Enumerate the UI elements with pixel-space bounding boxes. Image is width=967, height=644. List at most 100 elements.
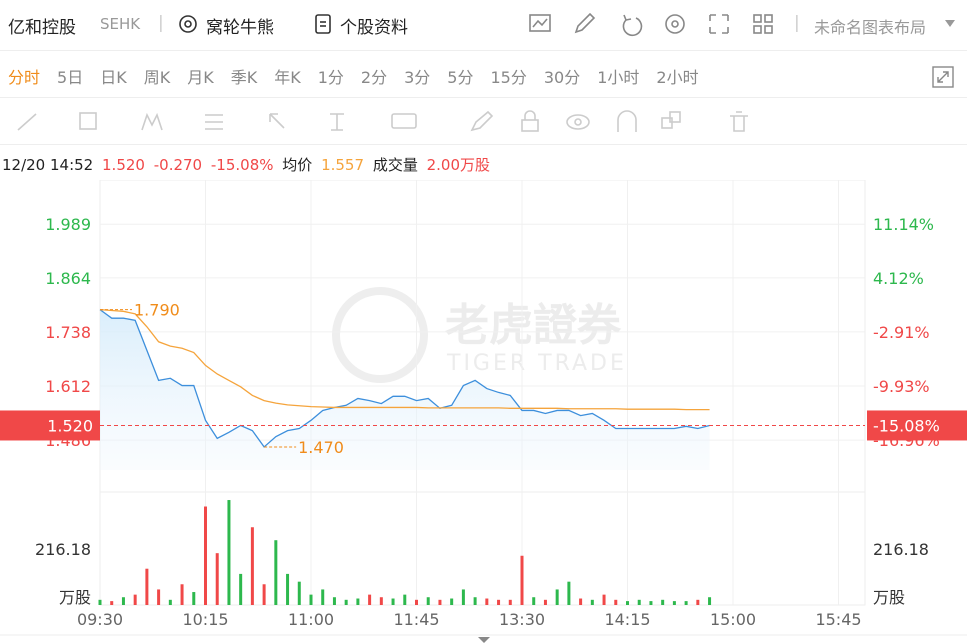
period-tabs: 分时 5日 日K 周K 月K 季K 年K 1分 2分 3分 5分 15分 30分 1小时 2小时 [0, 54, 967, 98]
x-tick-label: 13:30 [499, 610, 545, 629]
period-tab[interactable]: 5日 [57, 67, 84, 87]
volume-bar [309, 594, 313, 605]
volume-bar [473, 597, 477, 605]
volume-bar [590, 599, 594, 605]
volume-bar [391, 598, 395, 605]
volume-bar [579, 598, 583, 605]
stock-name: 亿和控股 [8, 18, 76, 38]
period-tab[interactable]: 30分 [543, 67, 581, 87]
layout-name[interactable]: 未命名图表布局 [814, 18, 927, 37]
volume-bar [121, 597, 125, 605]
expand-icon[interactable] [932, 66, 954, 88]
period-tab[interactable]: 3分 [404, 67, 431, 87]
volume-bar [661, 599, 665, 605]
volume-bar [204, 506, 207, 605]
last-pct-label: -15.08% [873, 416, 940, 435]
x-tick-label: 14:15 [604, 610, 650, 629]
quote-change-pct: -15.08% [210, 156, 274, 174]
volume-bar [684, 601, 688, 605]
tool-icons [17, 110, 748, 132]
profile-link[interactable]: 个股资料 [340, 18, 408, 38]
last-pct-badge [867, 410, 967, 441]
watermark-logo [332, 287, 428, 383]
period-tab[interactable]: 季K [230, 67, 258, 87]
period-tab[interactable]: 2小时 [656, 67, 699, 87]
y-tick-label: 1.612 [45, 377, 91, 396]
volume-bar [626, 601, 629, 605]
profile-icon [315, 14, 331, 34]
scroll-caret [478, 637, 490, 643]
volume-bar [145, 568, 149, 605]
volume-bar [356, 598, 360, 605]
volume-bar [215, 553, 219, 605]
volume-bar [321, 589, 325, 605]
period-tab[interactable]: 日K [100, 67, 127, 87]
volume-tick-label: 216.18 [873, 540, 929, 559]
x-tick-label: 15:00 [710, 610, 756, 629]
volume-bar [649, 601, 653, 605]
period-tab[interactable]: 分时 [8, 67, 41, 87]
high-label: 1.790 [134, 301, 180, 320]
price-line [99, 309, 710, 448]
volume-bar [567, 581, 571, 605]
volume-bar [415, 599, 418, 605]
exchange: SEHK [100, 15, 141, 33]
quote-time: 12/20 14:52 [2, 156, 94, 174]
period-tab[interactable]: 2分 [360, 67, 388, 87]
volume-bar [110, 601, 114, 605]
last-price-badge [0, 410, 100, 441]
volume-bar [520, 555, 524, 605]
layout-caret [945, 20, 955, 27]
x-tick-label: 09:30 [77, 610, 123, 629]
avg-value: 1.557 [321, 156, 365, 174]
volume-bar [461, 589, 465, 605]
volume-bar [98, 599, 102, 605]
volume-bar [403, 594, 407, 605]
volume-bar [672, 601, 676, 605]
last-price-label: 1.520 [47, 416, 93, 435]
y2-tick-label: -9.93% [873, 377, 930, 396]
volume-bar [332, 597, 336, 605]
volume-bar [696, 599, 700, 605]
warrant-icon [179, 15, 197, 33]
period-tab[interactable]: 月K [187, 67, 214, 87]
volume-bar [508, 599, 512, 605]
y-tick-label: 1.989 [45, 215, 91, 234]
volume-bar [192, 592, 196, 605]
divider: | [794, 13, 800, 33]
drawing-tools [0, 100, 967, 145]
avg-label: 均价 [282, 156, 313, 174]
volume-bar [133, 594, 137, 605]
warrant-link[interactable]: 窝轮牛熊 [206, 18, 274, 38]
volume-bar [637, 599, 641, 605]
low-label: 1.470 [298, 438, 344, 457]
volume-bar [426, 597, 430, 605]
quote-price: 1.520 [102, 156, 145, 174]
volume-tick-label: 万股 [873, 588, 905, 607]
volume-bar [262, 584, 266, 605]
volume-bar [379, 597, 383, 605]
period-tab[interactable]: 5分 [447, 67, 474, 87]
period-tab[interactable]: 15分 [490, 67, 527, 87]
divider: | [158, 13, 164, 33]
volume-bar [168, 599, 172, 605]
volume-bar [602, 594, 606, 605]
volume-bar [297, 581, 301, 605]
x-tick-label: 11:45 [393, 610, 439, 629]
volume-bar [368, 594, 372, 605]
y2-tick-label: 11.14% [873, 215, 934, 234]
period-tab[interactable]: 年K [274, 67, 301, 87]
period-tab[interactable]: 1小时 [597, 67, 640, 87]
period-tab[interactable]: 周K [143, 67, 171, 87]
volume-bar [450, 598, 454, 605]
volume-bar [497, 599, 501, 605]
period-tab[interactable]: 1分 [317, 67, 344, 87]
volume-bar [227, 500, 231, 605]
volume-bar [286, 573, 290, 605]
volume-bar [239, 573, 243, 605]
volume-bar [708, 597, 712, 605]
vol-value: 2.00万股 [426, 156, 491, 174]
top-bar: 亿和控股 SEHK | 窝轮牛熊 个股资料 | 未命名图表布局 [0, 0, 967, 51]
quote-change: -0.270 [153, 156, 203, 174]
